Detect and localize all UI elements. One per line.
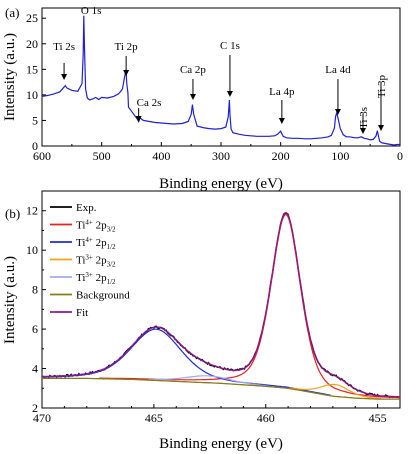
x-tick-label: 500: [93, 149, 111, 163]
y-tick-label: 10: [26, 88, 38, 102]
peak-label: Ti 2p: [115, 41, 139, 53]
x-tick-label: 100: [331, 149, 349, 163]
panel-b-x-axis: 470 465 460 455: [33, 404, 401, 425]
y-tick-label: 20: [26, 37, 38, 51]
arrow-head: [135, 116, 142, 122]
survey-spectrum-line: [41, 15, 400, 146]
y-tick-label: 6: [32, 322, 38, 336]
x-tick-label: 460: [257, 411, 275, 425]
ti2p-fit-lines: [41, 211, 401, 400]
y-tick-label: 12: [26, 204, 38, 218]
legend-label: Ti4+ 2p3/2: [76, 219, 116, 234]
x-tick-label: 300: [212, 149, 230, 163]
panel-a-x-axis: 600 500 400 300 200 100 0: [33, 142, 403, 163]
legend-label: Fit: [76, 307, 88, 319]
arrow-head: [123, 70, 130, 76]
survey-spectrum-panel: (a) 600 500 400 300 200 100 0 0 5 10 15 20 25 Ti 2s…: [2, 5, 403, 192]
peak-label: Ca 2s: [137, 97, 162, 109]
arrow-head: [360, 128, 366, 134]
peak-label: C 1s: [220, 40, 240, 52]
background-line: [42, 377, 400, 400]
y-tick-label: 8: [32, 283, 38, 297]
legend-label: Ti3+ 2p1/2: [76, 271, 116, 286]
y-tick-label: 4: [32, 362, 38, 376]
peak-label: Ca 2p: [180, 64, 206, 76]
y-tick-label: 10: [26, 243, 38, 257]
peak-label: Ti 3p: [376, 75, 388, 99]
legend-label: Background: [76, 290, 130, 302]
peak-label: O 1s: [81, 5, 101, 17]
arrow-head: [61, 74, 68, 80]
ti4-2p32-line: [99, 213, 401, 399]
y-tick-label: 25: [26, 11, 38, 25]
panel-b-x-label: Binding energy (eV): [159, 436, 283, 452]
panel-a-y-label: Intensity (a.u.): [2, 33, 18, 121]
arrow-head: [278, 118, 285, 124]
peak-label: La 4p: [269, 86, 295, 98]
peak-label: La 4d: [325, 64, 351, 76]
y-tick-label: 5: [32, 113, 38, 127]
arrow-head: [189, 94, 196, 100]
arrow-head: [334, 109, 341, 115]
y-tick-label: 15: [26, 62, 38, 76]
panel-a-y-axis: 0 5 10 15 20 25: [26, 11, 46, 153]
ti2p-spectrum-panel: (b) 470 465 460 455 2 4 6 8 10 12 Exp. Ti4+ 2p3/2…: [2, 190, 401, 452]
ti3-2p12-line: [148, 375, 267, 387]
fit-line: [42, 211, 400, 398]
panel-b-legend: Exp. Ti4+ 2p3/2 Ti4+ 2p1/2 Ti3+ 2p3/2 Ti3+ 2…: [50, 202, 130, 319]
x-tick-label: 400: [152, 149, 170, 163]
x-tick-label: 200: [272, 149, 290, 163]
ti4-2p12-line: [41, 328, 331, 396]
x-tick-label: 470: [33, 411, 51, 425]
peak-label: Ti 2s: [53, 41, 75, 53]
legend-label: Ti4+ 2p1/2: [76, 236, 116, 251]
peak-label: Ti 3s: [358, 107, 370, 129]
x-tick-label: 465: [145, 411, 163, 425]
x-tick-label: 0: [397, 149, 403, 163]
peak-annotations: Ti 2s O 1s Ti 2p Ca 2s Ca 2p C 1s La 4p La 4d Ti…: [53, 5, 388, 134]
legend-label: Exp.: [76, 202, 97, 214]
ti3-2p32-line: [289, 383, 381, 400]
y-tick-label: 2: [32, 401, 38, 415]
legend-label: Ti3+ 2p3/2: [76, 254, 116, 269]
panel-a-label: (a): [5, 5, 19, 20]
panel-b-y-axis: 2 4 6 8 10 12: [26, 190, 46, 415]
panel-b-y-label: Intensity (a.u.): [2, 256, 18, 344]
panel-a-frame: [41, 7, 401, 147]
y-tick-label: 0: [32, 139, 38, 153]
x-tick-label: 455: [369, 411, 387, 425]
arrow-head: [378, 125, 384, 131]
arrow-head: [226, 91, 233, 97]
panel-b-label: (b): [5, 206, 20, 221]
panel-a-x-label: Binding energy (eV): [159, 176, 283, 192]
x-tick-label: 600: [33, 149, 51, 163]
